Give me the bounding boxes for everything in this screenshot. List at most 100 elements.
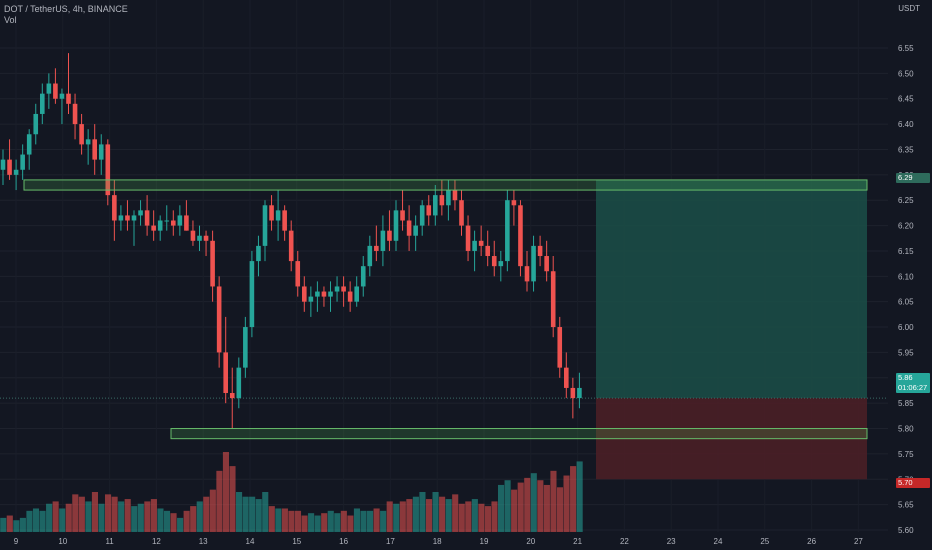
volume-bar [498, 484, 505, 532]
candle-body [66, 93, 71, 104]
volume-bar [537, 480, 544, 532]
volume-bar [471, 499, 478, 532]
candle-body [433, 195, 438, 216]
candle-body [177, 215, 183, 226]
candle-body [524, 266, 530, 282]
candle-body [426, 205, 432, 216]
target-price-label: 6.29 [898, 173, 913, 182]
candle-body [537, 245, 543, 257]
candle-body [295, 261, 301, 287]
candle-body [518, 205, 523, 267]
candle-body [341, 286, 346, 292]
volume-bar [91, 492, 98, 532]
volume-bar [268, 506, 275, 532]
price-axis[interactable]: 6.556.506.456.406.356.306.256.206.156.10… [898, 44, 914, 535]
volume-bar [425, 499, 433, 532]
x-tick-label: 12 [152, 537, 161, 546]
candle-body [393, 210, 399, 241]
volume-bar [222, 452, 229, 532]
candle-body [400, 210, 405, 221]
x-tick-label: 22 [620, 537, 629, 546]
candle-body [256, 245, 261, 262]
candle-body [236, 367, 242, 399]
volume-bar [517, 482, 524, 532]
volume-bar [484, 506, 491, 532]
candle-body [498, 261, 504, 267]
resistance-zone [23, 179, 868, 191]
candle-body [465, 225, 471, 251]
volume-bar [524, 477, 531, 532]
symbol-title[interactable]: DOT / TetherUS, 4h, BINANCE [4, 4, 128, 14]
x-tick-label: 14 [246, 537, 255, 546]
candle-body [472, 240, 477, 251]
volume-bar [150, 499, 157, 532]
candle-body [360, 266, 366, 287]
x-tick-label: 26 [807, 537, 816, 546]
candle-body [459, 200, 464, 226]
x-tick-label: 13 [199, 537, 208, 546]
volume-bar [170, 513, 177, 532]
volume-bar [26, 510, 33, 532]
candle-body [125, 215, 130, 221]
volume-bar [6, 515, 13, 532]
volume-bar [19, 517, 26, 532]
candle-body [26, 134, 32, 155]
volume-bar [0, 517, 7, 532]
volume-bar [386, 501, 393, 532]
volume-bar [72, 494, 79, 532]
x-tick-label: 19 [480, 537, 489, 546]
volume-bar [340, 510, 347, 532]
volume-bar [13, 520, 20, 532]
volume-bar [85, 501, 92, 532]
volume-bar [373, 508, 380, 532]
candle-body [72, 103, 78, 125]
support-zone [170, 428, 868, 440]
volume-bar [412, 496, 419, 532]
volume-bar [98, 503, 105, 532]
volume-bar [236, 492, 243, 532]
candle-body [223, 352, 228, 394]
volume-bar [183, 510, 190, 532]
y-tick-label: 6.50 [898, 69, 914, 78]
axis-currency: USDT [898, 4, 920, 13]
volume-bar [59, 508, 66, 532]
candle-body [564, 367, 569, 388]
candle-body [33, 113, 39, 135]
zone-rectangles[interactable] [23, 179, 868, 440]
candle-body [439, 195, 445, 206]
candle-body [452, 190, 458, 201]
candle-body [20, 154, 25, 170]
y-tick-label: 6.20 [898, 222, 914, 231]
volume-bar [511, 489, 518, 532]
time-axis[interactable]: 9 10 11 12 13 14 15 16 17 18 19 20 21 22 23 24 25 26 27 [14, 537, 864, 546]
volume-bar [576, 461, 583, 532]
volume-bar [334, 513, 341, 532]
target-price-badge: 6.29 [896, 173, 930, 183]
x-tick-label: 17 [386, 537, 395, 546]
y-tick-label: 5.85 [898, 399, 914, 408]
volume-bar [556, 487, 564, 532]
candle-body [190, 230, 196, 241]
candle-body [550, 271, 556, 328]
volume-bar [137, 503, 144, 532]
candle-body [334, 286, 340, 292]
candle-body [354, 286, 359, 302]
x-tick-label: 21 [573, 537, 582, 546]
volume-bar [458, 503, 465, 532]
volume-bar [190, 506, 197, 532]
candle-body [92, 139, 97, 160]
volume-bar [327, 510, 334, 532]
volume-bar [380, 510, 387, 532]
candle-body [13, 169, 19, 175]
volume-bar [563, 475, 570, 532]
last-price-badge: 5.86 01:06:27 [896, 373, 930, 393]
candle-body [302, 286, 307, 302]
candle-body [557, 327, 563, 368]
candle-body [138, 210, 143, 216]
volume-bar [281, 508, 288, 532]
candle-body [544, 256, 549, 272]
candle-body [374, 245, 379, 251]
volume-indicator-label[interactable]: Vol [4, 15, 17, 25]
volume-bar [124, 499, 131, 532]
